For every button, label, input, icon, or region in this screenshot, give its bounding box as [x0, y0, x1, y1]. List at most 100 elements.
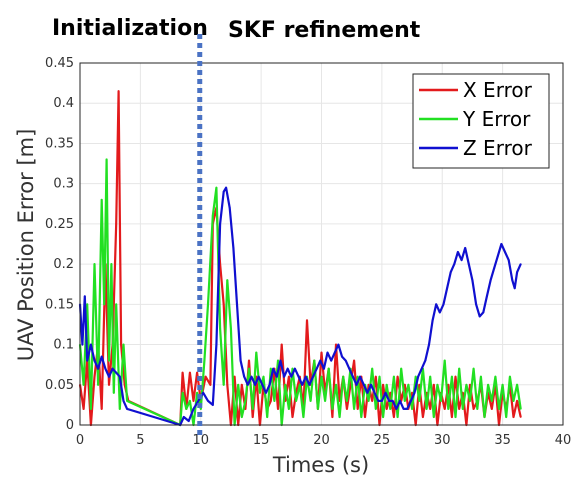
data-point-z-error	[279, 359, 282, 362]
data-point-x-error	[385, 408, 388, 410]
data-point-y-error	[451, 375, 453, 378]
data-point-z-error	[315, 367, 318, 370]
data-point-y-error	[443, 359, 446, 362]
data-point-z-error	[475, 303, 477, 306]
data-point-z-error	[275, 375, 278, 378]
x-tick-label: 40	[555, 433, 572, 448]
data-point-y-error	[476, 408, 479, 410]
data-point-x-error	[382, 383, 384, 386]
y-tick-label: 0.15	[45, 297, 74, 312]
data-point-z-error	[243, 375, 246, 378]
data-point-z-error	[446, 287, 448, 290]
tick-labels: 0 5 10 15 20 25 30 35 40 0 0.05 0.1 0.15 0.2 0.25 0.3 0.…	[45, 56, 571, 448]
data-point-y-error	[436, 383, 439, 386]
x-tick-label: 35	[494, 433, 511, 448]
data-point-y-error	[429, 375, 432, 378]
data-point-z-error	[118, 375, 121, 378]
data-point-z-error	[453, 263, 456, 265]
data-point-y-error	[458, 367, 461, 370]
data-point-z-error	[261, 383, 264, 386]
data-point-x-error	[196, 371, 199, 374]
data-point-y-error	[472, 367, 475, 370]
data-point-x-error	[393, 416, 395, 418]
data-point-x-error	[108, 383, 110, 386]
data-point-x-error	[189, 371, 191, 374]
data-point-y-error	[181, 391, 184, 394]
data-point-z-error	[257, 375, 260, 378]
data-point-z-error	[265, 391, 267, 394]
data-point-y-error	[219, 327, 222, 330]
data-point-z-error	[286, 367, 289, 370]
data-point-x-error	[429, 408, 432, 410]
data-point-y-error	[291, 367, 294, 370]
data-point-y-error	[126, 400, 128, 402]
data-point-y-error	[226, 279, 229, 282]
x-tick-label: 30	[434, 433, 451, 448]
data-point-x-error	[320, 351, 323, 354]
data-point-x-error	[371, 400, 374, 402]
data-point-z-error	[493, 267, 496, 269]
data-point-z-error	[297, 375, 300, 378]
data-point-z-error	[388, 400, 390, 402]
data-point-y-error	[440, 400, 442, 402]
data-point-z-error	[348, 367, 351, 370]
x-tick-label: 5	[136, 433, 144, 448]
data-point-y-error	[199, 408, 202, 410]
data-point-z-error	[352, 375, 354, 378]
data-point-y-error	[248, 367, 250, 370]
data-point-z-error	[104, 367, 107, 370]
data-point-y-error	[317, 408, 319, 410]
data-point-y-error	[277, 359, 279, 362]
data-point-x-error	[100, 408, 103, 410]
data-point-z-error	[366, 391, 369, 394]
data-point-y-error	[374, 408, 377, 410]
x-tick-label: 0	[76, 433, 84, 448]
data-point-y-error	[90, 408, 92, 410]
data-point-y-error	[93, 263, 96, 265]
data-point-z-error	[362, 383, 365, 386]
data-point-z-error	[86, 359, 89, 362]
data-point-x-error	[240, 383, 243, 386]
data-point-z-error	[496, 255, 499, 257]
data-point-z-error	[402, 408, 405, 410]
series-y-error	[78, 158, 522, 427]
data-point-y-error	[483, 416, 486, 418]
data-point-y-error	[367, 400, 370, 402]
data-point-y-error	[203, 359, 206, 362]
data-point-z-error	[384, 391, 387, 394]
data-point-x-error	[209, 383, 212, 386]
data-point-y-error	[385, 383, 388, 386]
data-point-y-error	[222, 383, 225, 386]
legend: X Error Y Error Z Error	[412, 73, 550, 169]
data-point-x-error	[512, 416, 515, 418]
data-point-z-error	[246, 383, 249, 386]
data-point-z-error	[355, 383, 358, 386]
data-point-z-error	[467, 263, 470, 265]
data-point-y-error	[519, 408, 522, 410]
data-point-y-error	[244, 400, 247, 402]
data-point-y-error	[259, 391, 261, 394]
data-point-y-error	[414, 375, 417, 378]
data-point-z-error	[192, 408, 195, 410]
data-point-z-error	[344, 359, 347, 362]
data-point-y-error	[309, 400, 312, 402]
x-tick-label: 15	[253, 433, 270, 448]
data-point-z-error	[413, 391, 416, 394]
data-point-y-error	[432, 416, 435, 418]
data-point-y-error	[411, 408, 413, 410]
y-tick-label: 0.1	[53, 338, 74, 353]
data-point-x-error	[519, 416, 522, 418]
data-point-y-error	[490, 400, 493, 402]
data-point-y-error	[425, 408, 428, 410]
data-point-z-error	[83, 295, 86, 298]
data-point-x-error	[389, 391, 392, 394]
data-point-y-error	[189, 400, 191, 402]
data-point-y-error	[505, 416, 508, 418]
x-tick-label: 10	[192, 433, 209, 448]
data-point-y-error	[447, 408, 450, 410]
series-line-x-error	[78, 90, 522, 427]
y-axis-label: UAV Position Error [m]	[14, 129, 38, 362]
x-tick-label: 20	[313, 433, 330, 448]
data-point-y-error	[338, 416, 341, 418]
data-point-z-error	[268, 383, 271, 386]
